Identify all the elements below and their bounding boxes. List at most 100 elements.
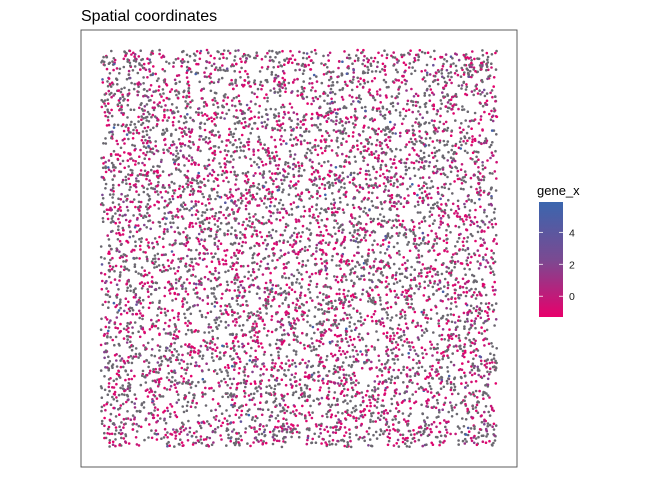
scatter-point (250, 398, 254, 402)
scatter-point (485, 68, 488, 72)
scatter-point (473, 342, 477, 346)
scatter-point (492, 273, 496, 276)
scatter-point (393, 381, 397, 385)
scatter-point (118, 67, 122, 71)
scatter-point (109, 335, 112, 339)
scatter-point (409, 185, 412, 188)
scatter-point (280, 366, 284, 370)
scatter-point (127, 377, 131, 381)
scatter-point (260, 87, 263, 91)
scatter-point (248, 216, 252, 219)
scatter-point (372, 296, 375, 300)
scatter-point (161, 263, 165, 267)
scatter-point (381, 62, 385, 66)
scatter-point (167, 62, 171, 65)
scatter-point (233, 122, 237, 125)
scatter-point (423, 348, 427, 352)
scatter-point (237, 371, 241, 375)
scatter-point (213, 217, 216, 221)
scatter-point (276, 208, 279, 211)
scatter-point (397, 200, 400, 203)
scatter-point (270, 315, 274, 318)
scatter-point (435, 312, 439, 315)
scatter-point (246, 180, 250, 184)
scatter-point (353, 59, 357, 63)
scatter-point (326, 94, 330, 97)
scatter-point (327, 369, 331, 373)
scatter-point (427, 424, 431, 427)
scatter-point (145, 359, 149, 362)
scatter-point (178, 362, 181, 365)
scatter-point (386, 359, 390, 362)
scatter-point (250, 311, 253, 314)
scatter-point (147, 306, 151, 310)
scatter-point (198, 280, 201, 283)
scatter-point (234, 229, 237, 232)
scatter-point (352, 406, 355, 410)
scatter-point (127, 356, 130, 359)
scatter-point (418, 361, 421, 365)
scatter-point (416, 336, 420, 339)
scatter-point (176, 226, 180, 229)
scatter-point (227, 108, 231, 112)
scatter-point (100, 287, 104, 291)
scatter-point (152, 65, 155, 68)
scatter-point (234, 139, 237, 142)
scatter-point (360, 238, 363, 242)
scatter-point (294, 306, 297, 310)
scatter-point (248, 188, 251, 192)
scatter-point (347, 120, 351, 124)
scatter-point (235, 432, 239, 435)
scatter-point (146, 395, 150, 398)
scatter-point (457, 443, 461, 446)
scatter-point (129, 123, 132, 127)
scatter-point (184, 265, 188, 268)
scatter-point (242, 310, 246, 313)
scatter-point (124, 175, 128, 179)
scatter-point (453, 180, 456, 183)
scatter-point (449, 170, 453, 174)
scatter-point (220, 140, 224, 143)
scatter-point (144, 346, 147, 349)
scatter-point (493, 324, 496, 327)
scatter-point (108, 275, 111, 279)
scatter-point (123, 137, 126, 141)
scatter-point (182, 281, 186, 285)
scatter-point (418, 113, 422, 116)
scatter-point (305, 386, 309, 390)
scatter-point (395, 232, 399, 235)
scatter-point (169, 108, 172, 112)
scatter-point (148, 328, 152, 331)
scatter-point (335, 252, 339, 256)
scatter-point (219, 221, 223, 225)
scatter-point (486, 424, 490, 428)
scatter-point (133, 226, 137, 229)
scatter-point (400, 122, 404, 126)
scatter-point (103, 93, 107, 96)
scatter-point (444, 53, 448, 56)
scatter-point (326, 66, 329, 69)
scatter-point (184, 316, 187, 320)
scatter-point (470, 255, 473, 259)
scatter-point (147, 183, 151, 186)
scatter-point (315, 208, 318, 211)
scatter-point (158, 345, 162, 349)
scatter-point (458, 427, 461, 430)
scatter-point (266, 51, 269, 55)
scatter-point (483, 241, 486, 244)
scatter-point (430, 441, 434, 445)
scatter-point (474, 389, 478, 393)
scatter-point (341, 98, 345, 101)
scatter-point (195, 401, 198, 405)
scatter-point (185, 241, 189, 245)
scatter-point (285, 142, 288, 145)
scatter-point (381, 260, 385, 263)
scatter-point (242, 389, 246, 393)
scatter-point (320, 253, 324, 256)
scatter-point (467, 198, 471, 201)
scatter-point (111, 178, 114, 181)
scatter-point (330, 149, 334, 152)
scatter-point (352, 71, 356, 74)
scatter-point (118, 239, 122, 243)
scatter-point (402, 107, 405, 111)
